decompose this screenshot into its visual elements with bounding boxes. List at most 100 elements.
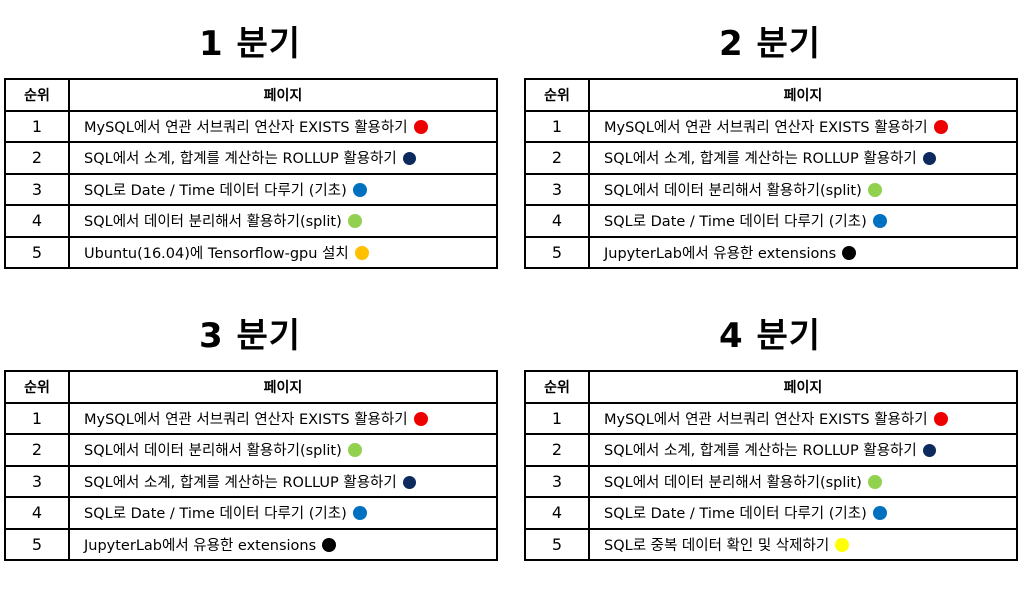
quarter-1-table: 순위 페이지 1 MySQL에서 연관 서브쿼리 연산자 EXISTS 활용하기… — [4, 78, 498, 269]
page-title: SQL에서 소계, 합계를 계산하는 ROLLUP 활용하기 — [604, 443, 917, 460]
page-title: SQL에서 데이터 분리해서 활용하기(split) — [84, 214, 342, 231]
table-row: 1 MySQL에서 연관 서브쿼리 연산자 EXISTS 활용하기 — [4, 401, 498, 435]
rank-cell: 1 — [4, 401, 70, 435]
rank-column-header: 순위 — [4, 370, 70, 404]
table-row: 1 MySQL에서 연관 서브쿼리 연산자 EXISTS 활용하기 — [524, 109, 1018, 143]
table-row: 3 SQL에서 데이터 분리해서 활용하기(split) — [524, 464, 1018, 498]
blue-dot-icon — [872, 214, 887, 229]
table-header-row: 순위 페이지 — [524, 78, 1018, 112]
page-title: MySQL에서 연관 서브쿼리 연산자 EXISTS 활용하기 — [604, 119, 928, 136]
table-header-row: 순위 페이지 — [4, 370, 498, 404]
table-row: 2 SQL에서 소계, 합계를 계산하는 ROLLUP 활용하기 — [4, 141, 498, 175]
page-title: Ubuntu(16.04)에 Tensorflow-gpu 설치 — [84, 245, 349, 262]
page-cell: SQL로 Date / Time 데이터 다루기 (기초) — [68, 496, 498, 530]
table-row: 2 SQL에서 소계, 합계를 계산하는 ROLLUP 활용하기 — [524, 433, 1018, 467]
table-row: 2 SQL에서 소계, 합계를 계산하는 ROLLUP 활용하기 — [524, 141, 1018, 175]
quarter-4-table: 순위 페이지 1 MySQL에서 연관 서브쿼리 연산자 EXISTS 활용하기… — [524, 370, 1018, 561]
page-title: MySQL에서 연관 서브쿼리 연산자 EXISTS 활용하기 — [84, 411, 408, 428]
red-dot-icon — [933, 411, 948, 426]
blue-dot-icon — [352, 182, 367, 197]
rank-column-header: 순위 — [524, 370, 590, 404]
table-row: 3 SQL에서 소계, 합계를 계산하는 ROLLUP 활용하기 — [4, 464, 498, 498]
page-title: JupyterLab에서 유용한 extensions — [604, 245, 837, 262]
red-dot-icon — [413, 119, 428, 134]
page-cell: SQL에서 데이터 분리해서 활용하기(split) — [588, 464, 1018, 498]
green-dot-icon — [867, 182, 882, 197]
page-title: SQL에서 소계, 합계를 계산하는 ROLLUP 활용하기 — [84, 474, 397, 491]
navy-dot-icon — [922, 444, 936, 458]
table-row: 3 SQL로 Date / Time 데이터 다루기 (기초) — [4, 172, 498, 206]
quarter-1-section: 1 분기 순위 페이지 1 MySQL에서 연관 서브쿼리 연산자 EXISTS… — [4, 14, 498, 269]
quarter-3-title: 3 분기 — [198, 316, 302, 356]
red-dot-icon — [933, 119, 948, 134]
rank-cell: 2 — [4, 433, 70, 467]
green-dot-icon — [347, 443, 362, 458]
page-title: SQL로 중복 데이터 확인 및 삭제하기 — [604, 537, 830, 554]
rank-cell: 3 — [4, 464, 70, 498]
page-cell: JupyterLab에서 유용한 extensions — [68, 527, 498, 561]
rank-column-header: 순위 — [524, 78, 590, 112]
quarter-4-title: 4 분기 — [718, 316, 822, 356]
page-cell: SQL로 중복 데이터 확인 및 삭제하기 — [588, 527, 1018, 561]
black-dot-icon — [322, 537, 337, 552]
rank-cell: 2 — [4, 141, 70, 175]
page-column-header: 페이지 — [588, 78, 1018, 112]
table-row: 2 SQL에서 데이터 분리해서 활용하기(split) — [4, 433, 498, 467]
page-cell: SQL에서 소계, 합계를 계산하는 ROLLUP 활용하기 — [588, 141, 1018, 175]
navy-dot-icon — [402, 152, 416, 166]
table-header-row: 순위 페이지 — [4, 78, 498, 112]
rank-cell: 1 — [524, 401, 590, 435]
page-title: JupyterLab에서 유용한 extensions — [84, 537, 317, 554]
table-row: 1 MySQL에서 연관 서브쿼리 연산자 EXISTS 활용하기 — [4, 109, 498, 143]
quarter-2-section: 2 분기 순위 페이지 1 MySQL에서 연관 서브쿼리 연산자 EXISTS… — [524, 14, 1018, 269]
page-cell: MySQL에서 연관 서브쿼리 연산자 EXISTS 활용하기 — [68, 109, 498, 143]
quarter-3-section: 3 분기 순위 페이지 1 MySQL에서 연관 서브쿼리 연산자 EXISTS… — [4, 306, 498, 561]
orange-dot-icon — [354, 245, 369, 260]
page-cell: MySQL에서 연관 서브쿼리 연산자 EXISTS 활용하기 — [68, 401, 498, 435]
rank-cell: 5 — [524, 527, 590, 561]
rank-cell: 4 — [524, 204, 590, 238]
page-cell: SQL에서 데이터 분리해서 활용하기(split) — [588, 172, 1018, 206]
page-column-header: 페이지 — [68, 370, 498, 404]
rank-cell: 2 — [524, 433, 590, 467]
page-cell: SQL로 Date / Time 데이터 다루기 (기초) — [588, 496, 1018, 530]
table-row: 3 SQL에서 데이터 분리해서 활용하기(split) — [524, 172, 1018, 206]
table-row: 4 SQL로 Date / Time 데이터 다루기 (기초) — [524, 204, 1018, 238]
page-title: SQL로 Date / Time 데이터 다루기 (기초) — [604, 506, 867, 523]
page-column-header: 페이지 — [588, 370, 1018, 404]
rank-cell: 5 — [524, 235, 590, 269]
page-title: SQL로 Date / Time 데이터 다루기 (기초) — [84, 506, 347, 523]
table-row: 4 SQL로 Date / Time 데이터 다루기 (기초) — [524, 496, 1018, 530]
rank-cell: 1 — [4, 109, 70, 143]
quarter-2-table: 순위 페이지 1 MySQL에서 연관 서브쿼리 연산자 EXISTS 활용하기… — [524, 78, 1018, 269]
page-column-header: 페이지 — [68, 78, 498, 112]
page-cell: SQL에서 데이터 분리해서 활용하기(split) — [68, 433, 498, 467]
rank-cell: 5 — [4, 235, 70, 269]
page-cell: SQL에서 데이터 분리해서 활용하기(split) — [68, 204, 498, 238]
page-cell: MySQL에서 연관 서브쿼리 연산자 EXISTS 활용하기 — [588, 401, 1018, 435]
page-title: SQL로 Date / Time 데이터 다루기 (기초) — [84, 182, 347, 199]
green-dot-icon — [347, 214, 362, 229]
blue-dot-icon — [872, 506, 887, 521]
table-row: 5 Ubuntu(16.04)에 Tensorflow-gpu 설치 — [4, 235, 498, 269]
red-dot-icon — [413, 411, 428, 426]
table-row: 4 SQL에서 데이터 분리해서 활용하기(split) — [4, 204, 498, 238]
rank-cell: 4 — [4, 204, 70, 238]
rank-cell: 3 — [4, 172, 70, 206]
table-row: 5 JupyterLab에서 유용한 extensions — [524, 235, 1018, 269]
page-title: MySQL에서 연관 서브쿼리 연산자 EXISTS 활용하기 — [84, 119, 408, 136]
table-row: 5 JupyterLab에서 유용한 extensions — [4, 527, 498, 561]
quarter-3-table: 순위 페이지 1 MySQL에서 연관 서브쿼리 연산자 EXISTS 활용하기… — [4, 370, 498, 561]
rank-cell: 3 — [524, 464, 590, 498]
page-title: SQL에서 데이터 분리해서 활용하기(split) — [604, 182, 862, 199]
page-cell: SQL에서 소계, 합계를 계산하는 ROLLUP 활용하기 — [68, 141, 498, 175]
page-cell: SQL에서 소계, 합계를 계산하는 ROLLUP 활용하기 — [68, 464, 498, 498]
table-row: 1 MySQL에서 연관 서브쿼리 연산자 EXISTS 활용하기 — [524, 401, 1018, 435]
navy-dot-icon — [922, 152, 936, 166]
page-cell: SQL에서 소계, 합계를 계산하는 ROLLUP 활용하기 — [588, 433, 1018, 467]
page-cell: Ubuntu(16.04)에 Tensorflow-gpu 설치 — [68, 235, 498, 269]
blue-dot-icon — [352, 506, 367, 521]
quarter-1-title: 1 분기 — [198, 24, 302, 64]
table-row: 5 SQL로 중복 데이터 확인 및 삭제하기 — [524, 527, 1018, 561]
yellow-dot-icon — [835, 537, 850, 552]
